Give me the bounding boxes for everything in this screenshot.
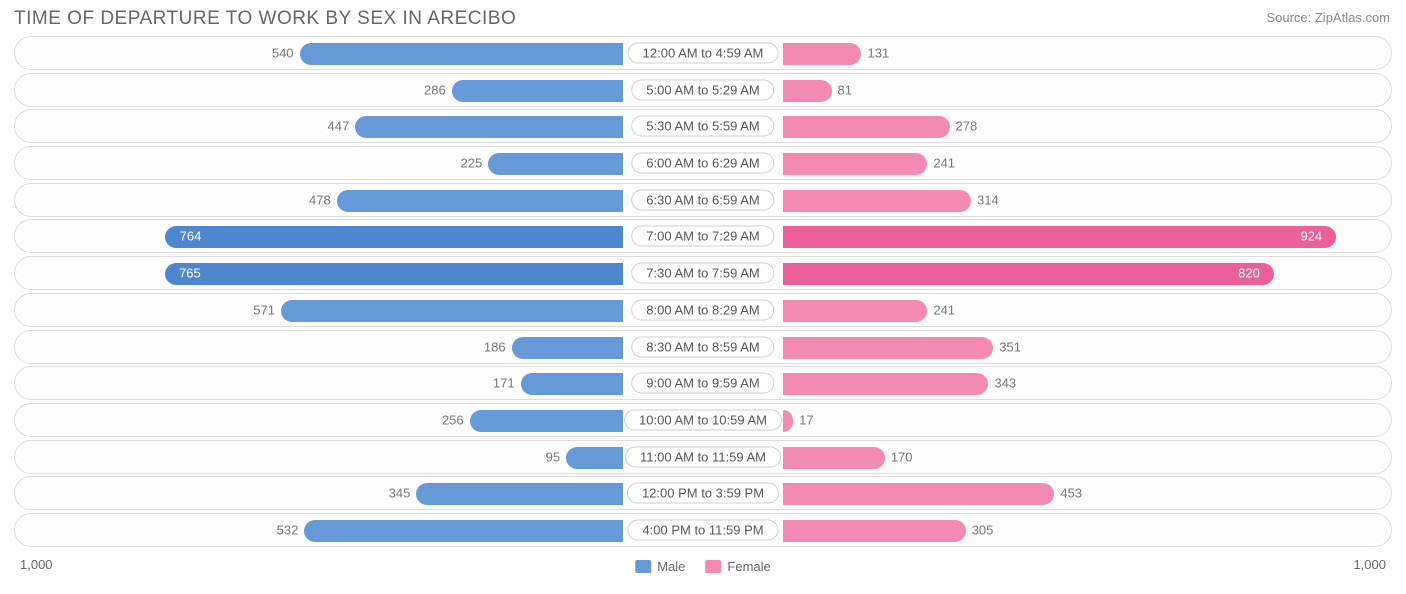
bar-male — [470, 410, 623, 432]
bar-female — [783, 226, 1336, 248]
bar-male — [416, 483, 623, 505]
chart-row: 345 453 12:00 PM to 3:59 PM — [14, 476, 1392, 510]
row-label: 11:00 AM to 11:59 AM — [625, 446, 781, 467]
source-attribution: Source: ZipAtlas.com — [1266, 10, 1390, 25]
bar-female — [783, 447, 885, 469]
chart-title: TIME OF DEPARTURE TO WORK BY SEX IN AREC… — [14, 8, 516, 30]
value-male: 256 — [442, 412, 464, 427]
value-female: 241 — [933, 156, 955, 171]
value-female: 81 — [838, 82, 852, 97]
value-male: 765 — [179, 266, 201, 281]
bar-female — [783, 263, 1274, 285]
value-male: 345 — [389, 486, 411, 501]
bar-female — [783, 116, 950, 138]
chart-row: 540 131 12:00 AM to 4:59 AM — [14, 36, 1392, 70]
legend-swatch — [635, 560, 651, 573]
legend: Male Female — [635, 559, 771, 574]
value-female: 314 — [977, 192, 999, 207]
bar-female — [783, 373, 988, 395]
legend-swatch — [705, 560, 721, 573]
bar-female — [783, 153, 927, 175]
value-female: 305 — [972, 522, 994, 537]
row-label: 8:00 AM to 8:29 AM — [631, 299, 774, 320]
chart-row: 256 17 10:00 AM to 10:59 AM — [14, 403, 1392, 437]
value-male: 286 — [424, 82, 446, 97]
bar-male — [452, 80, 623, 102]
value-male: 186 — [484, 339, 506, 354]
value-female: 278 — [956, 119, 978, 134]
bar-male — [355, 116, 623, 138]
chart-area: 540 131 12:00 AM to 4:59 AM 286 81 5:00 AM to… — [14, 36, 1392, 552]
value-male: 225 — [461, 156, 483, 171]
row-label: 10:00 AM to 10:59 AM — [624, 409, 782, 430]
value-female: 351 — [999, 339, 1021, 354]
chart-row: 765 820 7:30 AM to 7:59 AM — [14, 256, 1392, 290]
row-label: 7:00 AM to 7:29 AM — [631, 226, 774, 247]
bar-male — [300, 43, 623, 65]
value-male: 447 — [328, 119, 350, 134]
bar-male — [521, 373, 623, 395]
value-female: 241 — [933, 302, 955, 317]
row-label: 5:00 AM to 5:29 AM — [631, 79, 774, 100]
value-female: 924 — [1300, 229, 1322, 244]
value-male: 571 — [253, 302, 275, 317]
bar-male — [512, 337, 623, 359]
chart-row: 186 351 8:30 AM to 8:59 AM — [14, 330, 1392, 364]
row-label: 9:00 AM to 9:59 AM — [631, 373, 774, 394]
value-male: 540 — [272, 46, 294, 61]
bar-female — [783, 337, 993, 359]
bar-male — [488, 153, 623, 175]
row-label: 8:30 AM to 8:59 AM — [631, 336, 774, 357]
bar-male — [165, 226, 623, 248]
bar-female — [783, 520, 966, 542]
bar-male — [304, 520, 623, 542]
value-male: 95 — [546, 449, 560, 464]
axis-label-left: 1,000 — [20, 557, 53, 572]
value-male: 532 — [277, 522, 299, 537]
value-male: 764 — [180, 229, 202, 244]
row-label: 12:00 AM to 4:59 AM — [628, 43, 779, 64]
value-female: 17 — [799, 412, 813, 427]
bar-female — [783, 483, 1054, 505]
value-female: 820 — [1238, 266, 1260, 281]
chart-row: 532 305 4:00 PM to 11:59 PM — [14, 513, 1392, 547]
chart-row: 478 314 6:30 AM to 6:59 AM — [14, 183, 1392, 217]
bar-male — [337, 190, 623, 212]
chart-row: 447 278 5:30 AM to 5:59 AM — [14, 109, 1392, 143]
chart-row: 286 81 5:00 AM to 5:29 AM — [14, 73, 1392, 107]
row-label: 7:30 AM to 7:59 AM — [631, 263, 774, 284]
row-label: 12:00 PM to 3:59 PM — [627, 483, 779, 504]
value-female: 343 — [994, 376, 1016, 391]
legend-item: Male — [635, 559, 685, 574]
chart-row: 571 241 8:00 AM to 8:29 AM — [14, 293, 1392, 327]
bar-female — [783, 80, 832, 102]
bar-female — [783, 43, 861, 65]
axis-label-right: 1,000 — [1353, 557, 1386, 572]
chart-row: 225 241 6:00 AM to 6:29 AM — [14, 146, 1392, 180]
row-label: 4:00 PM to 11:59 PM — [627, 519, 778, 540]
bar-female — [783, 300, 927, 322]
bar-male — [566, 447, 623, 469]
row-label: 6:30 AM to 6:59 AM — [631, 189, 774, 210]
chart-row: 95 170 11:00 AM to 11:59 AM — [14, 440, 1392, 474]
row-label: 6:00 AM to 6:29 AM — [631, 153, 774, 174]
legend-label: Male — [657, 559, 685, 574]
bar-female — [783, 190, 971, 212]
value-female: 453 — [1060, 486, 1082, 501]
row-label: 5:30 AM to 5:59 AM — [631, 116, 774, 137]
bar-male — [165, 263, 623, 285]
value-female: 170 — [891, 449, 913, 464]
legend-label: Female — [727, 559, 770, 574]
value-male: 478 — [309, 192, 331, 207]
legend-item: Female — [705, 559, 770, 574]
chart-row: 764 924 7:00 AM to 7:29 AM — [14, 219, 1392, 253]
value-female: 131 — [867, 46, 889, 61]
chart-row: 171 343 9:00 AM to 9:59 AM — [14, 366, 1392, 400]
bar-female — [783, 410, 793, 432]
value-male: 171 — [493, 376, 515, 391]
bar-male — [281, 300, 623, 322]
